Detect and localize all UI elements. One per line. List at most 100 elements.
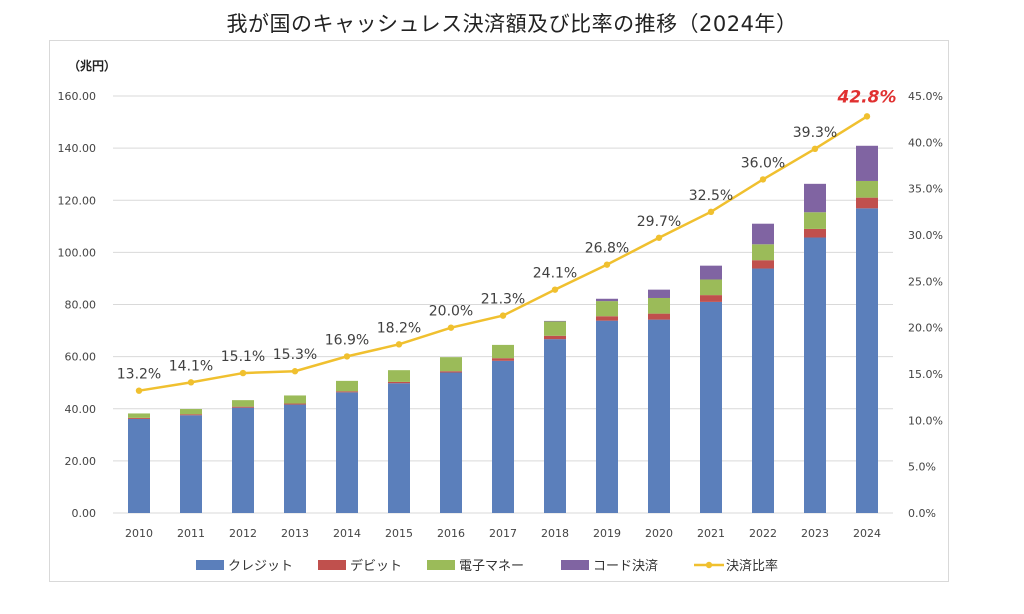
- ratio-point: [759, 176, 767, 183]
- bar-segment: [700, 295, 722, 302]
- bar-segment: [180, 409, 202, 415]
- legend-label: 電子マネー: [459, 559, 524, 574]
- bar-segment: [596, 316, 618, 321]
- x-tick-label: 2023: [801, 527, 829, 540]
- bar-segment: [752, 260, 774, 269]
- y-left-tick-label: 0.00: [72, 507, 97, 520]
- ratio-data-label: 13.2%: [117, 367, 161, 383]
- bar-segment: [388, 370, 410, 382]
- y-right-tick-label: 0.0%: [908, 507, 936, 520]
- ratio-data-label: 39.3%: [793, 125, 837, 141]
- bar-segment: [596, 301, 618, 317]
- x-tick-label: 2019: [593, 527, 621, 540]
- bar-segment: [752, 268, 774, 513]
- bar-segment: [336, 392, 358, 513]
- ratio-data-label: 29.7%: [637, 214, 681, 230]
- legend-swatch: [561, 560, 589, 570]
- bar-segment: [544, 321, 566, 336]
- ratio-data-label: 15.3%: [273, 347, 317, 363]
- bar-stacks: [128, 145, 878, 513]
- chart-frame: [49, 40, 949, 582]
- legend: クレジット デビット 電子マネー コード決済 決済比率: [196, 558, 778, 574]
- ratio-point: [499, 312, 507, 319]
- ratio-point: [291, 368, 299, 375]
- ratio-point: [187, 379, 195, 386]
- ratio-data-label: 15.1%: [221, 349, 265, 365]
- bar-segment: [544, 320, 566, 322]
- bar-segment: [440, 357, 462, 372]
- ratio-data-label: 24.1%: [533, 266, 577, 282]
- x-tick-label: 2017: [489, 527, 517, 540]
- bar-segment: [804, 212, 826, 229]
- legend-label: 決済比率: [726, 558, 778, 574]
- bar-segment: [232, 406, 254, 408]
- bar-segment: [388, 381, 410, 384]
- ratio-point: [135, 387, 143, 394]
- y-right-tick-label: 40.0%: [908, 136, 943, 149]
- bar-segment: [648, 289, 670, 298]
- y-right-tick-label: 35.0%: [908, 183, 943, 196]
- ratio-point: [863, 113, 871, 120]
- bar-segment: [284, 404, 306, 513]
- ratio-data-label: 16.9%: [325, 332, 369, 348]
- ratio-line: 13.2% 14.1% 15.1% 15.3% 16.9% 18.2% 20.0% 21.3%…: [117, 87, 896, 394]
- y-left-tick-label: 40.00: [65, 403, 97, 416]
- legend-marker: [705, 561, 713, 569]
- x-tick-label: 2014: [333, 527, 361, 540]
- legend-label: クレジット: [228, 559, 293, 574]
- x-tick-label: 2024: [853, 527, 881, 540]
- ratio-data-label: 14.1%: [169, 358, 213, 374]
- bar-segment: [128, 417, 150, 419]
- ratio-data-label: 36.0%: [741, 155, 785, 171]
- bar-segment: [752, 223, 774, 245]
- ratio-data-label: 21.3%: [481, 292, 525, 308]
- bar-segment: [856, 145, 878, 181]
- y-left-tick-label: 60.00: [65, 351, 97, 364]
- ratio-point: [343, 353, 351, 360]
- bar-segment: [492, 344, 514, 359]
- y-left-tick-label: 100.00: [58, 246, 97, 259]
- bar-segment: [804, 228, 826, 238]
- y-left-tick-label: 80.00: [65, 299, 97, 312]
- x-tick-label: 2011: [177, 527, 205, 540]
- bar-segment: [128, 413, 150, 418]
- y-left-tick-label: 20.00: [65, 455, 97, 468]
- bar-segment: [700, 301, 722, 513]
- x-tick-label: 2020: [645, 527, 673, 540]
- bar-segment: [284, 403, 306, 405]
- y-left-tick-label: 160.00: [58, 90, 97, 103]
- y-right-tick-label: 30.0%: [908, 229, 943, 242]
- bar-segment: [180, 415, 202, 513]
- bar-segment: [804, 237, 826, 513]
- y-left-unit-label: （兆円）: [68, 58, 116, 73]
- y-right-tick-label: 20.0%: [908, 322, 943, 335]
- ratio-data-label: 32.5%: [689, 188, 733, 204]
- bar-segment: [232, 400, 254, 407]
- y-left-tick-label: 140.00: [58, 142, 97, 155]
- ratio-data-label: 26.8%: [585, 241, 629, 257]
- ratio-point: [395, 341, 403, 348]
- ratio-point: [239, 369, 247, 377]
- bar-segment: [856, 197, 878, 209]
- x-tick-label: 2022: [749, 527, 777, 540]
- bar-segment: [648, 313, 670, 320]
- ratio-point: [811, 145, 819, 153]
- bar-segment: [128, 418, 150, 513]
- x-ticks: 2010 2011 2012 2013 2014 2015 2016 2017 2018 2019…: [125, 527, 881, 540]
- bar-segment: [232, 407, 254, 513]
- ratio-data-label: 20.0%: [429, 304, 473, 320]
- ratio-data-label: 18.2%: [377, 320, 421, 336]
- bar-segment: [596, 298, 618, 302]
- y-left-tick-label: 120.00: [58, 194, 97, 207]
- bar-segment: [648, 297, 670, 314]
- bar-segment: [440, 372, 462, 513]
- y-right-tick-label: 25.0%: [908, 275, 943, 288]
- legend-label: コード決済: [593, 558, 658, 574]
- bar-segment: [544, 339, 566, 513]
- ratio-point: [447, 324, 455, 331]
- legend-swatch: [318, 560, 346, 570]
- chart-title: 我が国のキャッシュレス決済額及び比率の推移（2024年）: [226, 12, 798, 36]
- bar-segment: [440, 371, 462, 373]
- bar-segment: [284, 395, 306, 404]
